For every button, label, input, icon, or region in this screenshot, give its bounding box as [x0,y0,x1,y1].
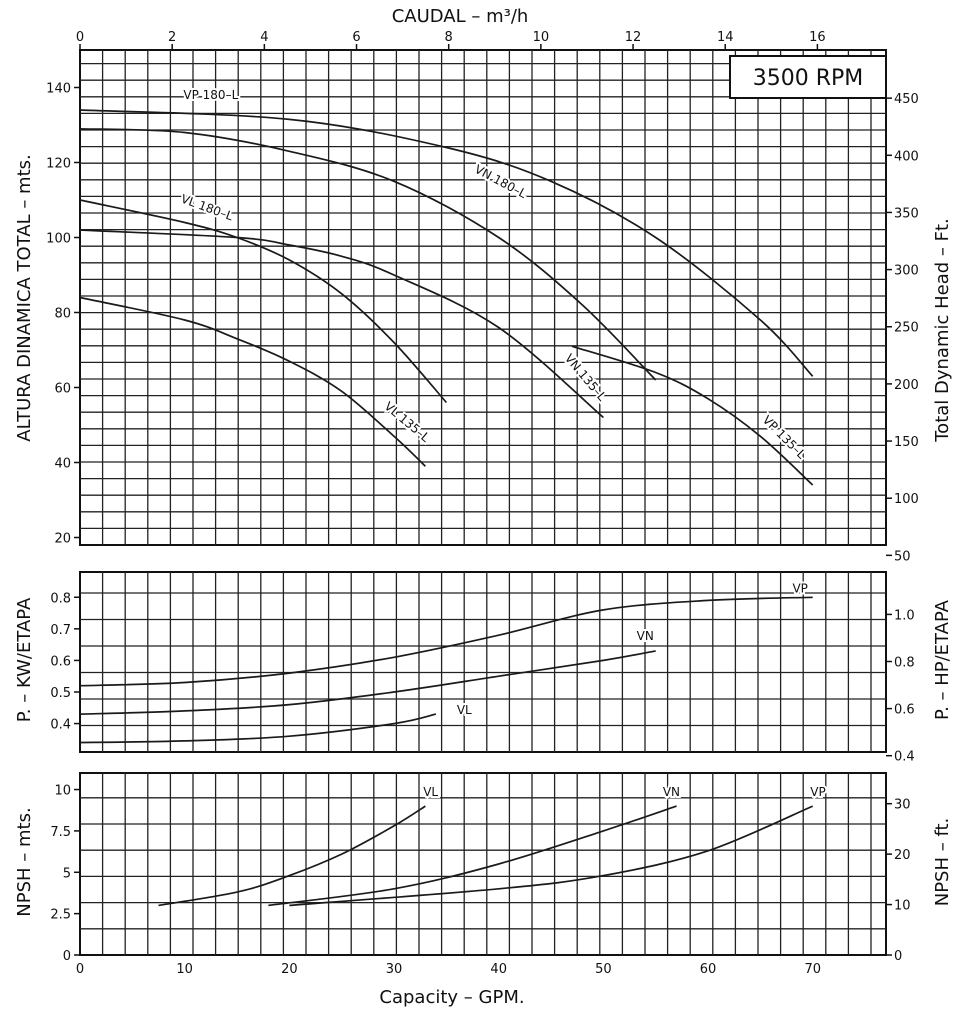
curve-1-vp [79,596,813,687]
curve-0-vn-180-l [79,127,657,381]
curve-label-vn-180-l: VN 180–L [472,162,529,201]
left-tick-label: 140 [46,82,71,97]
rpm-title: 3500 RPM [753,66,864,91]
right-tick-label: 300 [894,264,919,279]
curve-0-vl-180-l [79,199,448,404]
top-tick-label: 12 [625,30,642,45]
top-tick-label: 16 [809,30,826,45]
curve-label-vp: VP [792,582,807,596]
right-tick-label: 400 [894,149,919,164]
top-tick-label: 14 [717,30,734,45]
left-tick-label: 5 [63,866,71,881]
right-tick-label: 20 [894,848,911,863]
right-tick-label: 250 [894,321,919,336]
head-right-axis-title: Total Dynamic Head – Ft. [932,218,953,443]
left-tick-label: 0.6 [50,654,71,669]
bottom-tick-label: 20 [281,962,298,977]
bottom-tick-label: 0 [76,962,84,977]
curve-0-vl-135-l [79,296,426,467]
right-tick-label: 450 [894,92,919,107]
right-tick-label: 100 [894,492,919,507]
top-tick-label: 4 [260,30,268,45]
curve-layer [79,109,814,907]
head-left-axis-title: ALTURA DINAMICA TOTAL – mts. [14,154,35,441]
curve-label-vl-135-l: VL 135–L [382,399,433,445]
bottom-tick-label: 30 [386,962,403,977]
left-tick-label: 10 [54,784,71,799]
curve-0-vp-135-l [571,345,814,486]
panel-2-frame [79,772,887,956]
curve-label-vp: VP [810,785,825,799]
top-axis-title: CAUDAL – m³/h [392,6,529,27]
right-tick-label: 0.8 [894,656,915,671]
right-tick-label: 10 [894,899,911,914]
top-tick-label: 10 [533,30,550,45]
left-tick-label: 0 [63,949,71,964]
top-tick-label: 0 [76,30,84,45]
curve-label-vl: VL [457,703,472,717]
curve-label-vn: VN [663,785,680,799]
left-tick-label: 0.5 [50,686,71,701]
right-tick-label: 1.0 [894,608,915,623]
curve-0-vp-180-l [79,109,814,377]
bottom-tick-label: 60 [700,962,717,977]
right-tick-label: 200 [894,378,919,393]
curve-label-vp-135-l: VP 135–L [760,413,809,462]
rpm-box: 3500 RPM [729,55,887,99]
left-tick-label: 100 [46,232,71,247]
panel-0-frame [79,49,887,546]
curve-label-vl: VL [423,785,438,799]
left-tick-label: 80 [54,307,71,322]
curve-0-vn-135-l [79,229,604,419]
bottom-tick-label: 40 [490,962,507,977]
left-tick-label: 2.5 [50,908,71,923]
curve-1-vl [79,713,437,744]
top-tick-label: 2 [168,30,176,45]
bottom-tick-label: 10 [176,962,193,977]
left-tick-label: 0.7 [50,623,71,638]
curve-1-vn [79,650,656,715]
right-tick-label: 350 [894,206,919,221]
left-tick-label: 20 [54,532,71,547]
npsh-right-axis-title: NPSH – ft. [932,818,953,907]
bottom-axis-title: Capacity – GPM. [379,987,524,1008]
power-right-axis-title: P. – HP/ETAPA [932,599,953,720]
right-tick-label: 0 [894,949,902,964]
right-tick-label: 0.4 [894,750,915,765]
right-tick-label: 50 [894,549,911,564]
left-tick-label: 0.8 [50,591,71,606]
left-tick-label: 120 [46,157,71,172]
curve-label-vp-180-l: VP 180–L [183,88,238,102]
curve-label-vn: VN [637,629,654,643]
npsh-left-axis-title: NPSH – mts. [14,807,35,916]
right-tick-label: 30 [894,798,911,813]
bottom-tick-label: 50 [595,962,612,977]
grid-layer [74,44,892,956]
left-tick-label: 7.5 [50,825,71,840]
top-tick-label: 8 [445,30,453,45]
curve-2-vn [268,805,677,907]
top-tick-label: 6 [352,30,360,45]
bottom-tick-label: 70 [804,962,821,977]
curve-2-vl [158,805,426,907]
left-tick-label: 0.4 [50,718,71,733]
right-tick-label: 150 [894,435,919,450]
left-tick-label: 40 [54,457,71,472]
curve-2-vp [289,805,814,907]
left-tick-label: 60 [54,382,71,397]
right-tick-label: 0.6 [894,703,915,718]
power-left-axis-title: P. – KW/ETAPA [14,597,35,722]
